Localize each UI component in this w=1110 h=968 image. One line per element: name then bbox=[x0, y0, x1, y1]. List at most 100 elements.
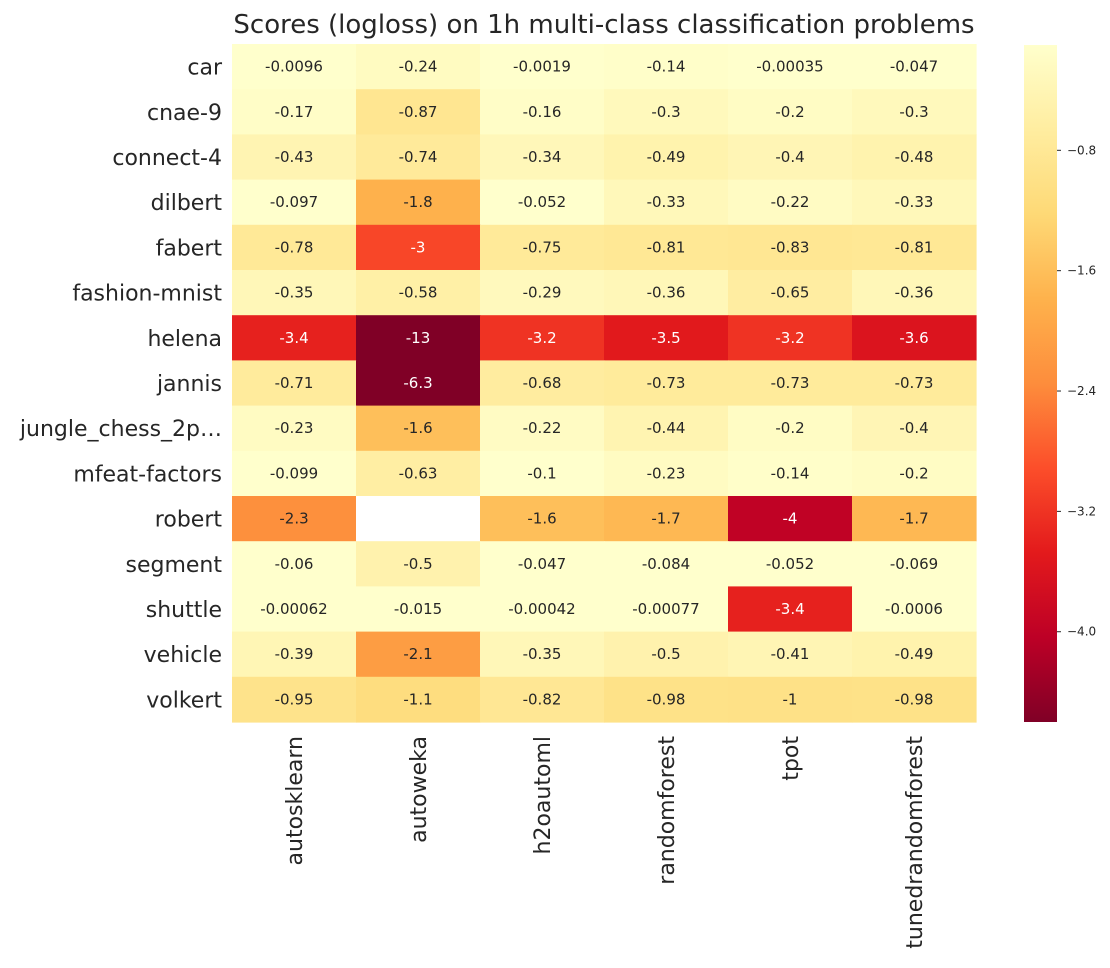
cell-value-label: -3.6 bbox=[899, 329, 928, 347]
row-label: helena bbox=[147, 327, 222, 352]
row-label: connect-4 bbox=[112, 146, 222, 171]
cell-value-label: -0.49 bbox=[647, 148, 686, 166]
cell-value-label: -0.16 bbox=[523, 103, 562, 121]
heatmap-cell bbox=[480, 541, 605, 587]
heatmap-cell bbox=[852, 541, 977, 587]
heatmap-cell bbox=[604, 224, 729, 271]
cell-value-label: -1.6 bbox=[527, 510, 556, 528]
row-label: car bbox=[187, 56, 223, 81]
cell-value-label: -0.052 bbox=[518, 193, 566, 211]
cell-value-label: -0.22 bbox=[771, 193, 810, 211]
cell-value-label: -0.43 bbox=[275, 148, 314, 166]
heatmap-cell bbox=[604, 315, 729, 361]
cell-value-label: -6.3 bbox=[403, 374, 432, 392]
heatmap-cell bbox=[728, 360, 853, 407]
heatmap-cell bbox=[604, 179, 729, 226]
cell-value-label: -0.00042 bbox=[508, 600, 575, 618]
heatmap-cell bbox=[232, 676, 357, 723]
heatmap-cell bbox=[852, 586, 977, 633]
cell-value-label: -0.0006 bbox=[885, 600, 943, 618]
cell-value-label: -3.4 bbox=[775, 600, 804, 618]
heatmap-cell bbox=[852, 676, 977, 723]
heatmap-cell bbox=[604, 360, 729, 407]
heatmap-cell bbox=[604, 631, 729, 678]
heatmap-cell bbox=[480, 496, 605, 542]
heatmap-cell bbox=[852, 270, 977, 316]
row-label: fabert bbox=[156, 236, 223, 261]
heatmap-cell bbox=[728, 631, 853, 678]
heatmap-cell bbox=[356, 179, 481, 226]
cell-value-label: -0.5 bbox=[403, 555, 432, 573]
heatmap-cell bbox=[232, 315, 357, 361]
cell-value-label: -0.052 bbox=[766, 555, 814, 573]
cell-value-label: -0.2 bbox=[899, 464, 928, 482]
cell-value-label: -3.2 bbox=[527, 329, 556, 347]
cell-value-label: -0.17 bbox=[275, 103, 314, 121]
cell-value-label: -0.2 bbox=[775, 419, 804, 437]
cell-value-label: -0.87 bbox=[399, 103, 438, 121]
heatmap-cell bbox=[852, 89, 977, 135]
cell-value-label: -0.14 bbox=[771, 464, 810, 482]
heatmap-cell bbox=[604, 586, 729, 633]
heatmap-cell bbox=[852, 134, 977, 181]
row-label: dilbert bbox=[151, 191, 223, 216]
heatmap-cell bbox=[728, 179, 853, 226]
heatmap-cell bbox=[852, 44, 977, 90]
heatmap-cell bbox=[852, 315, 977, 361]
cell-value-label: -0.33 bbox=[647, 193, 686, 211]
column-label: tpot bbox=[779, 736, 804, 781]
heatmap-cell bbox=[232, 450, 357, 497]
cell-value-label: -0.36 bbox=[895, 284, 934, 302]
cell-value-label: -2.1 bbox=[403, 645, 432, 663]
cell-value-label: -0.097 bbox=[270, 193, 318, 211]
cell-value-label: -1.6 bbox=[403, 419, 432, 437]
cell-value-label: -0.06 bbox=[275, 555, 314, 573]
heatmap-cell bbox=[852, 631, 977, 678]
cell-value-label: -0.24 bbox=[399, 58, 438, 76]
colorbar-tick-label: −3.2 bbox=[1067, 504, 1096, 518]
cell-value-label: -0.68 bbox=[523, 374, 562, 392]
cell-value-label: -0.73 bbox=[647, 374, 686, 392]
heatmap-cell bbox=[728, 89, 853, 135]
cell-value-label: -0.00035 bbox=[756, 58, 823, 76]
cell-value-label: -2.3 bbox=[279, 510, 308, 528]
heatmap-cell bbox=[356, 405, 481, 452]
heatmap-cell bbox=[232, 631, 357, 678]
colorbar-tick-label: −4.0 bbox=[1067, 625, 1096, 639]
heatmap-cell bbox=[480, 224, 605, 271]
heatmap-cell bbox=[852, 179, 977, 226]
row-label: vehicle bbox=[144, 643, 222, 668]
cell-value-label: -0.71 bbox=[275, 374, 314, 392]
chart-title: Scores (logloss) on 1h multi-class class… bbox=[233, 10, 974, 40]
row-label: fashion-mnist bbox=[72, 282, 222, 307]
heatmap-cell bbox=[728, 224, 853, 271]
cell-value-label: -0.069 bbox=[890, 555, 938, 573]
cell-value-label: -0.34 bbox=[523, 148, 562, 166]
heatmap-cell bbox=[356, 315, 481, 361]
heatmap-cell bbox=[852, 450, 977, 497]
cell-value-label: -0.48 bbox=[895, 148, 934, 166]
cell-value-label: -0.23 bbox=[275, 419, 314, 437]
cell-value-label: -0.1 bbox=[527, 464, 556, 482]
colorbar-tick-label: −0.8 bbox=[1067, 143, 1096, 157]
heatmap-cell bbox=[356, 586, 481, 633]
column-labels: autosklearn autoweka h2oautoml randomforest… bbox=[283, 736, 928, 949]
heatmap-cell bbox=[356, 44, 481, 90]
heatmap-cell bbox=[480, 134, 605, 181]
cell-value-label: -0.78 bbox=[275, 238, 314, 256]
cell-value-label: -1.8 bbox=[403, 193, 432, 211]
column-label: h2oautoml bbox=[531, 736, 556, 854]
cell-value-label: -0.58 bbox=[399, 284, 438, 302]
cell-value-label: -0.35 bbox=[275, 284, 314, 302]
heatmap-cell bbox=[356, 541, 481, 587]
cell-value-label: -0.35 bbox=[523, 645, 562, 663]
heatmap-cell bbox=[604, 676, 729, 723]
row-labels: car cnae-9 connect-4 dilbert fabert fashion-m… bbox=[19, 56, 223, 714]
heatmap-cell bbox=[852, 360, 977, 407]
column-label: autoweka bbox=[407, 736, 432, 843]
column-label: autosklearn bbox=[283, 736, 308, 865]
cell-value-label: -0.36 bbox=[647, 284, 686, 302]
cell-value-label: -0.047 bbox=[518, 555, 566, 573]
column-label: randomforest bbox=[655, 736, 680, 885]
